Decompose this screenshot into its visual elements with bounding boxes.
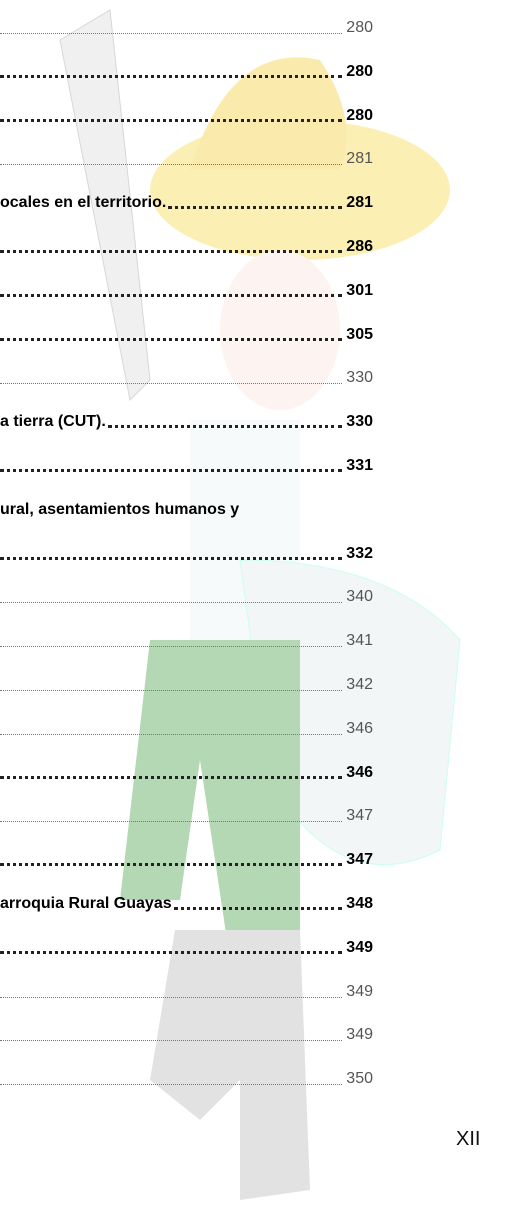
toc-entry: a tierra (CUT). 330 xyxy=(0,408,373,432)
entry-page: 346 xyxy=(346,763,373,781)
dot-leader xyxy=(0,863,343,867)
dot-leader xyxy=(0,733,343,735)
dot-leader xyxy=(173,907,343,910)
toc-entry: 280 xyxy=(0,58,373,82)
entry-page: 340 xyxy=(346,588,373,606)
dot-leader xyxy=(0,646,343,648)
face xyxy=(220,250,340,410)
basket xyxy=(239,559,461,866)
toc-entry: 347 xyxy=(0,802,373,826)
entry-page: 330 xyxy=(346,369,373,387)
toc-entry: ocales en el territorio. 281 xyxy=(0,189,373,213)
dot-leader xyxy=(0,821,343,823)
dot-leader xyxy=(0,337,343,341)
toc-entry: ural, asentamientos humanos y xyxy=(0,496,373,520)
entry-page: 332 xyxy=(346,544,373,562)
toc-entry: 280 xyxy=(0,14,373,38)
dot-leader xyxy=(0,996,343,998)
entry-page: 347 xyxy=(346,807,373,825)
dot-leader xyxy=(0,556,343,560)
entry-page: 331 xyxy=(346,457,373,474)
toc-entry: 301 xyxy=(0,277,373,301)
entry-page: 347 xyxy=(346,851,373,869)
entry-page: 349 xyxy=(346,938,373,956)
dot-leader xyxy=(0,690,343,691)
toc-entry: 330 xyxy=(0,364,373,388)
dot-leader xyxy=(0,469,343,472)
entry-page: 330 xyxy=(346,413,373,431)
hat-brim xyxy=(150,120,450,260)
entry-page: 305 xyxy=(346,325,373,343)
entry-page: 341 xyxy=(346,632,373,650)
pants xyxy=(120,640,300,960)
toc-entry: 305 xyxy=(0,321,373,345)
entry-page: 346 xyxy=(346,719,373,737)
entry-page: 281 xyxy=(346,194,373,212)
toc-entry: 346 xyxy=(0,715,373,739)
entry-title: a tierra (CUT). xyxy=(0,413,106,431)
toc-entry: 349 xyxy=(0,934,373,958)
toc-entry: 342 xyxy=(0,671,373,695)
dot-leader xyxy=(0,775,343,779)
hat-top xyxy=(190,57,347,170)
entry-title: ocales en el territorio. xyxy=(0,194,167,212)
toc-entry: 350 xyxy=(0,1065,373,1089)
toc-entry: 346 xyxy=(0,759,373,783)
dot-leader xyxy=(0,164,343,166)
dot-leader xyxy=(0,602,343,604)
entry-page: 280 xyxy=(346,19,373,36)
dot-leader xyxy=(0,1040,343,1042)
dot-leader xyxy=(0,1084,343,1086)
entry-title: arroquia Rural Guayas xyxy=(0,895,172,912)
page-number: XII xyxy=(456,1128,481,1150)
dot-leader xyxy=(0,74,343,78)
dot-leader xyxy=(0,950,343,954)
dot-leader xyxy=(0,293,343,297)
toc-entry: 341 xyxy=(0,627,373,651)
entry-page: 348 xyxy=(346,895,373,912)
dot-leader xyxy=(0,250,343,253)
toc-entry: 286 xyxy=(0,233,373,257)
toc-entry: 347 xyxy=(0,846,373,870)
dot-leader xyxy=(0,33,343,34)
toc-entry: 349 xyxy=(0,978,373,1002)
dot-leader xyxy=(107,425,343,429)
toc-entry: 331 xyxy=(0,452,373,476)
toc-entry: 280 xyxy=(0,102,373,126)
dot-leader xyxy=(168,206,343,210)
machete xyxy=(59,9,151,402)
toc-entry: arroquia Rural Guayas 348 xyxy=(0,890,373,914)
entry-page: 342 xyxy=(346,676,373,693)
toc-entry: 281 xyxy=(0,145,373,169)
entry-page: 349 xyxy=(346,1026,373,1044)
entry-page: 301 xyxy=(346,281,373,299)
entry-page: 286 xyxy=(346,238,373,255)
entry-title: ural, asentamientos humanos y xyxy=(0,500,240,518)
entry-page: 280 xyxy=(346,106,373,124)
entry-page: 280 xyxy=(346,62,373,80)
toc-entry: 340 xyxy=(0,583,373,607)
toc-entry: 349 xyxy=(0,1021,373,1045)
entry-page: 350 xyxy=(346,1070,373,1088)
dot-leader xyxy=(0,118,343,122)
dot-leader xyxy=(0,383,343,385)
toc-entry: 332 xyxy=(0,540,373,564)
entry-page: 349 xyxy=(346,982,373,1000)
entry-page: 281 xyxy=(346,150,373,168)
